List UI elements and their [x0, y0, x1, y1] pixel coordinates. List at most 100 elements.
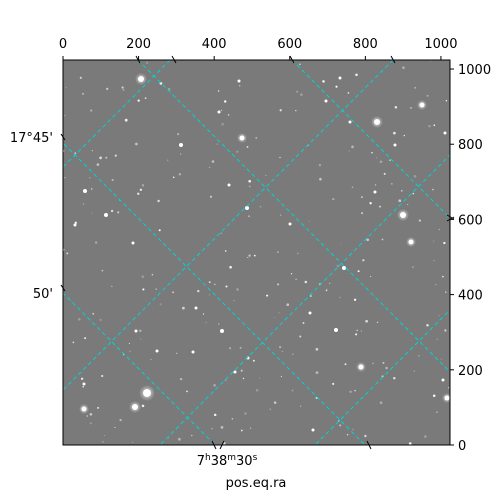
star: [357, 270, 360, 273]
dec-tick-mark: [60, 133, 66, 141]
star: [408, 442, 412, 445]
star: [92, 312, 95, 315]
star: [209, 166, 211, 168]
star: [385, 366, 388, 370]
star: [362, 259, 365, 262]
star: [122, 88, 125, 92]
bright-star: [237, 79, 241, 83]
star: [229, 347, 232, 350]
star: [220, 109, 223, 112]
star: [82, 386, 84, 388]
star: [308, 220, 310, 222]
star: [329, 282, 331, 285]
star: [353, 298, 357, 301]
star: [137, 99, 140, 102]
star: [239, 346, 242, 349]
star: [72, 341, 75, 344]
star: [240, 429, 243, 432]
star: [79, 76, 82, 79]
star: [225, 285, 228, 288]
star: [296, 91, 298, 93]
star: [141, 184, 145, 187]
star: [213, 413, 217, 417]
star: [332, 197, 335, 201]
grid-line: [291, 60, 450, 219]
star: [433, 124, 436, 127]
bright-star: [227, 183, 231, 187]
bright-star: [443, 131, 447, 135]
star: [322, 80, 325, 83]
star: [205, 321, 207, 324]
star: [255, 389, 259, 392]
star: [291, 389, 294, 392]
star: [277, 251, 279, 253]
right-axis-tick-label: 600: [458, 213, 483, 228]
grid-line: [63, 60, 394, 391]
bright-star: [131, 241, 135, 245]
bright-star: [408, 239, 414, 245]
star: [90, 109, 93, 112]
star: [216, 143, 219, 145]
star: [110, 209, 114, 213]
top-axis-tick-label: 0: [59, 37, 67, 52]
bright-star: [419, 102, 425, 108]
dec-label-50: 50': [33, 287, 53, 302]
right-axis-tick-label: 200: [458, 364, 483, 379]
star: [299, 405, 302, 407]
star: [418, 219, 422, 222]
star: [159, 303, 162, 306]
ra-tick-mark: [289, 55, 295, 64]
star: [78, 318, 81, 321]
dec-tick-mark: [390, 55, 396, 64]
star: [432, 240, 435, 242]
star: [318, 163, 322, 167]
star: [279, 109, 282, 112]
bright-star: [138, 76, 144, 82]
star: [82, 93, 84, 95]
star: [286, 303, 290, 307]
grid-line: [137, 60, 450, 373]
star: [259, 205, 262, 208]
star: [266, 294, 269, 297]
dec-label-45: 17°45': [10, 131, 53, 146]
star: [208, 294, 210, 296]
star: [299, 63, 301, 66]
star: [365, 319, 368, 323]
star: [117, 211, 120, 214]
star: [145, 61, 149, 64]
x-axis-title: pos.eq.ra: [226, 476, 287, 491]
bright-star: [338, 76, 342, 80]
star: [300, 93, 303, 97]
bright-star: [82, 382, 86, 386]
star: [315, 371, 319, 374]
bright-star: [134, 329, 138, 333]
star: [432, 188, 434, 191]
star: [167, 159, 169, 161]
star: [176, 132, 180, 136]
bright-star: [132, 404, 138, 410]
star: [277, 283, 280, 286]
star: [375, 157, 378, 159]
bright-star: [143, 389, 151, 397]
star: [356, 329, 359, 332]
star: [151, 273, 154, 276]
star: [281, 350, 284, 353]
bright-star: [348, 120, 352, 124]
star: [295, 109, 297, 112]
star: [124, 118, 128, 122]
star: [381, 238, 384, 241]
star: [128, 342, 130, 344]
star: [255, 136, 258, 139]
star: [426, 94, 429, 97]
star: [309, 294, 312, 298]
star: [91, 188, 93, 190]
bright-star: [308, 311, 312, 315]
star: [135, 142, 138, 146]
star: [111, 285, 113, 287]
star: [131, 441, 134, 443]
star: [393, 376, 396, 380]
star: [297, 252, 299, 255]
star: [247, 256, 249, 259]
star: [410, 107, 412, 109]
right-pixel-axis: 0 200 400 600 800 1000: [450, 63, 491, 454]
